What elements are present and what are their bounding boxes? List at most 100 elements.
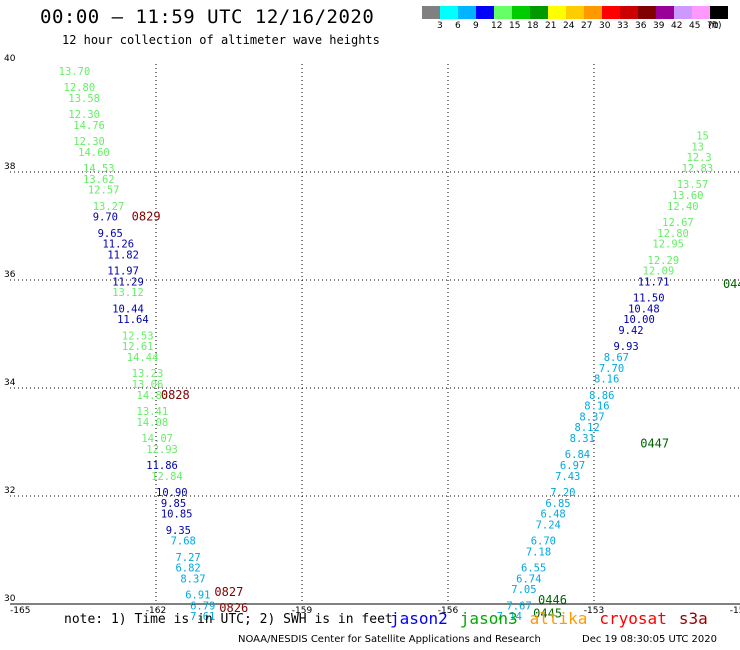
color-scale-swatches (422, 6, 728, 19)
color-scale-label: (ft) (708, 21, 722, 31)
wave-height-value: 9.93 (613, 341, 638, 353)
wave-height-value: 11.86 (146, 460, 178, 472)
credit-text: NOAA/NESDIS Center for Satellite Applica… (238, 634, 541, 645)
wave-height-value: 10.44 (112, 303, 144, 315)
pass-time-label: 0827 (214, 585, 243, 599)
color-swatch (638, 6, 656, 19)
wave-height-value: 13.27 (93, 201, 125, 213)
color-scale-label: 39 (653, 21, 665, 31)
wave-height-value: 8.16 (584, 401, 609, 413)
wave-height-value: 12.30 (73, 136, 105, 148)
wave-height-value: 13.60 (672, 190, 704, 202)
satellite-legend: jason2 jason3 altika cryosat s3a (390, 609, 720, 628)
wave-height-value: 13.12 (112, 287, 144, 299)
color-scale-bar: 3 6 9 12 15 18 21 24 27 30 33 36 39 42 45 70 (ft) (422, 6, 728, 31)
color-swatch (440, 6, 458, 19)
wave-height-value: 6.97 (560, 460, 585, 472)
wave-height-value: 6.48 (540, 509, 565, 521)
color-swatch (512, 6, 530, 19)
legend-entry: altika (529, 609, 588, 628)
color-scale-label: 27 (581, 21, 593, 31)
color-scale-label: 36 (635, 21, 647, 31)
wave-height-value: 12.95 (652, 239, 684, 251)
wave-height-value: 7.61 (190, 611, 215, 623)
wave-height-value: 7.14 (497, 611, 522, 623)
chart-title: 00:00 – 11:59 UTC 12/16/2020 (40, 6, 375, 28)
color-scale-labels: 3 6 9 12 15 18 21 24 27 30 33 36 39 42 45 70 (ft) (422, 19, 728, 31)
wave-height-value: 12.53 (122, 330, 154, 342)
wave-height-value: 11.71 (638, 276, 670, 288)
wave-height-value: 15 (696, 131, 709, 143)
wave-height-value: 8.16 (594, 374, 619, 386)
color-swatch (584, 6, 602, 19)
wave-height-value: 6.70 (531, 536, 556, 548)
x-tick-label: -159 (292, 606, 313, 616)
wave-height-value: 14.08 (137, 417, 169, 429)
wave-height-value: 9.35 (166, 525, 191, 537)
pass-time-label: 0445 (533, 607, 562, 621)
wave-height-value: 7.43 (555, 471, 580, 483)
x-tick-label: -150 (730, 606, 740, 616)
color-swatch (674, 6, 692, 19)
color-scale-label: 42 (671, 21, 683, 31)
wave-height-value: 7.05 (511, 584, 536, 596)
color-scale-label: 45 (689, 21, 701, 31)
wave-height-value: 6.84 (565, 449, 590, 461)
units-note: note: 1) Time is in UTC; 2) SWH is in fe… (64, 612, 393, 627)
legend-entry: jason3 (459, 609, 518, 628)
wave-height-value: 12.80 (657, 228, 689, 240)
wave-height-value: 12.93 (146, 444, 178, 456)
color-scale-label: 24 (563, 21, 575, 31)
wave-height-value: 6.74 (516, 573, 541, 585)
color-swatch (656, 6, 674, 19)
wave-height-value: 11.64 (117, 314, 149, 326)
wave-height-value: 9.70 (93, 212, 118, 224)
pass-time-label: 0829 (132, 210, 161, 224)
color-swatch (620, 6, 638, 19)
color-swatch (602, 6, 620, 19)
color-scale-label: 12 (491, 21, 503, 31)
wave-height-value: 14.44 (127, 352, 159, 364)
legend-entry: cryosat (599, 609, 667, 628)
wave-height-value: 9.85 (161, 498, 186, 510)
wave-height-value: 11.50 (633, 293, 665, 305)
wave-height-value: 12.57 (88, 185, 120, 197)
wave-height-value: 11.26 (102, 239, 134, 251)
wave-height-value: 13 (691, 141, 704, 153)
y-tick-label: 36 (4, 270, 16, 280)
wave-height-value: 12.40 (667, 201, 699, 213)
wave-height-value: 12.3 (686, 152, 711, 164)
x-tick-label: -165 (10, 606, 30, 616)
wave-height-value: 6.82 (175, 563, 200, 575)
color-swatch (422, 6, 440, 19)
wave-height-value: 14.76 (73, 120, 105, 132)
wave-height-value: 14.83 (137, 390, 169, 402)
wave-height-value: 14.60 (78, 147, 110, 159)
wave-height-value: 7.68 (171, 536, 196, 548)
wave-height-value: 8.37 (579, 411, 604, 423)
wave-height-value: 13.70 (59, 66, 91, 78)
color-swatch (530, 6, 548, 19)
wave-height-value: 7.70 (599, 363, 624, 375)
wave-height-value: 13.41 (137, 406, 169, 418)
chart-subtitle: 12 hour collection of altimeter wave hei… (62, 33, 380, 47)
color-swatch (494, 6, 512, 19)
wave-height-value: 7.18 (526, 546, 551, 558)
legend-entry: jason2 (390, 609, 448, 628)
wave-height-value: 7.67 (506, 600, 531, 612)
wave-height-value: 13.62 (83, 174, 115, 186)
wave-height-value: 11.82 (107, 249, 139, 261)
wave-height-value: 8.67 (604, 352, 629, 364)
color-swatch (548, 6, 566, 19)
wave-height-value: 7.27 (175, 552, 200, 564)
wave-height-value: 12.84 (151, 471, 183, 483)
y-tick-label: 40 (4, 54, 16, 64)
wave-height-value: 7.24 (536, 519, 561, 531)
wave-height-value: 10.00 (623, 314, 655, 326)
color-scale-label: 15 (509, 21, 521, 31)
generated-timestamp: Dec 19 08:30:05 UTC 2020 (582, 634, 717, 645)
wave-height-value: 8.12 (575, 422, 600, 434)
color-scale-label: 33 (617, 21, 629, 31)
pass-time-label: 0446 (538, 593, 567, 607)
color-scale-label: 21 (545, 21, 557, 31)
